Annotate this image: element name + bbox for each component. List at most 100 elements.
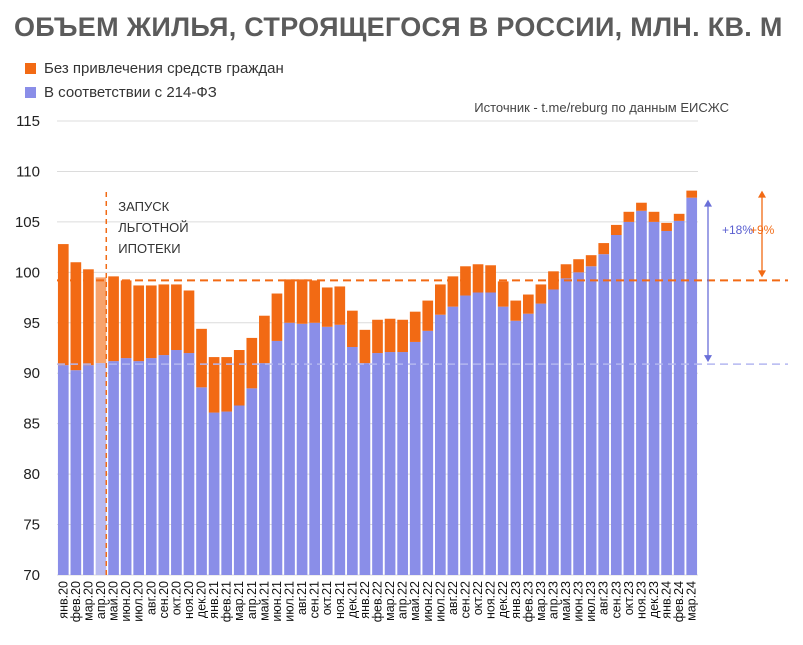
x-tick-label: дек.21 [345,581,359,618]
bar-segment-other [347,310,358,347]
bar-segment-214fz [460,295,471,575]
bar-segment-other [359,329,371,364]
bar-segment-214fz [70,370,82,575]
x-tick-label: авг.20 [144,581,158,615]
bar-segment-214fz [409,341,421,575]
bar-segment-other [485,265,496,293]
bar-segment-other [510,300,522,321]
bar-segment-214fz [171,350,182,575]
bar-segment-other [83,269,94,366]
x-tick-label: авг.23 [597,581,611,615]
x-tick-label: апр.22 [396,581,410,619]
x-tick-label: фев.23 [521,581,535,622]
x-tick-label: дек.23 [647,581,661,618]
bar-segment-214fz [208,412,220,575]
bar-segment-other [221,357,233,412]
bar-segment-214fz [145,358,157,575]
bar-segment-other [447,276,459,307]
bar-segment-214fz [397,352,408,575]
bar-segment-214fz [233,405,245,575]
x-tick-label: янв.21 [207,581,221,619]
legend-item-orange: Без привлечения средств граждан [25,56,284,80]
bar-segment-other [623,211,635,222]
x-tick-label: мар.24 [685,581,699,621]
bar-segment-other [321,287,333,327]
y-tick-label: 80 [23,466,40,483]
bar-segment-214fz [447,306,459,575]
x-tick-label: июн.23 [572,581,586,622]
x-tick-label: окт.23 [622,581,636,615]
bar-segment-214fz [485,292,496,575]
x-tick-label: май.21 [257,581,271,621]
bar-segment-214fz [560,278,572,575]
bar-segment-214fz [510,320,522,575]
bar-segment-214fz [573,272,584,575]
x-tick-label: июн.20 [119,581,133,622]
x-tick-label: мар.20 [81,581,95,621]
x-axis: янв.20фев.20мар.20апр.20май.20июн.20июл.… [56,581,698,622]
y-tick-label: 105 [15,214,40,231]
bar-segment-214fz [259,363,270,575]
bar-segment-214fz [548,289,559,575]
bar-segment-other [108,276,119,362]
x-tick-label: окт.22 [471,581,485,615]
x-tick-label: окт.21 [320,581,334,615]
bar-segment-other [120,280,132,359]
x-tick-label: сен.20 [157,581,171,619]
x-tick-label: сен.22 [458,581,472,619]
legend-item-blue: В соответствии с 214-ФЗ [25,80,284,104]
bar-segment-other [598,243,610,255]
pct-blue-label: +18% [722,223,753,237]
chart-title: ОБЪЕМ ЖИЛЬЯ, СТРОЯЩЕГОСЯ В РОССИИ, МЛН. … [14,12,783,42]
bar-segment-214fz [497,306,509,575]
bar-segment-214fz [309,322,320,575]
x-tick-label: июн.21 [270,581,284,622]
x-tick-label: сен.23 [609,581,623,619]
bar-segment-other [70,262,82,371]
bar-segment-other [95,277,107,364]
bar-segment-214fz [648,221,660,575]
x-tick-label: июн.22 [421,581,435,622]
bar-segment-214fz [158,355,170,575]
bar-segment-other [397,319,408,353]
source-note: Источник - t.me/reburg по данным ЕИСЖС [474,100,729,115]
bar-segment-other [284,279,295,323]
bar-segment-214fz [57,365,69,575]
bar-segment-other [145,285,157,359]
arrow-orange-head-down [758,270,766,278]
x-tick-label: фев.20 [69,581,83,622]
y-tick-label: 95 [23,315,40,332]
annotation-line-3: ИПОТЕКИ [118,241,180,256]
x-tick-label: мар.23 [534,581,548,621]
bar-segment-other [661,222,672,231]
bar-segment-other [271,293,283,341]
y-tick-label: 85 [23,416,40,433]
bar-segment-214fz [83,365,94,575]
x-tick-label: июл.23 [584,581,598,622]
x-tick-label: ноя.23 [634,581,648,619]
bars [57,190,698,576]
legend: Без привлечения средств граждан В соотве… [25,56,284,104]
x-tick-label: мар.21 [232,581,246,621]
bar-segment-214fz [623,221,635,575]
bar-segment-other [334,286,346,325]
bar-segment-other [133,285,145,362]
x-tick-label: апр.20 [94,581,108,619]
x-tick-label: май.20 [107,581,121,621]
bar-segment-other [686,190,698,198]
bar-segment-214fz [384,352,396,575]
bar-segment-other [522,294,534,314]
y-tick-label: 100 [15,264,40,281]
bar-segment-214fz [108,361,119,575]
x-tick-label: авг.22 [446,581,460,615]
bar-segment-214fz [673,220,685,575]
bar-segment-other [309,280,320,323]
bar-segment-214fz [585,266,597,575]
bar-segment-214fz [661,230,672,576]
bar-segment-other [648,211,660,222]
x-tick-label: янв.23 [509,581,523,619]
arrow-blue-head-up [704,199,712,207]
bar-segment-other [610,224,622,236]
bar-segment-other [472,264,484,293]
